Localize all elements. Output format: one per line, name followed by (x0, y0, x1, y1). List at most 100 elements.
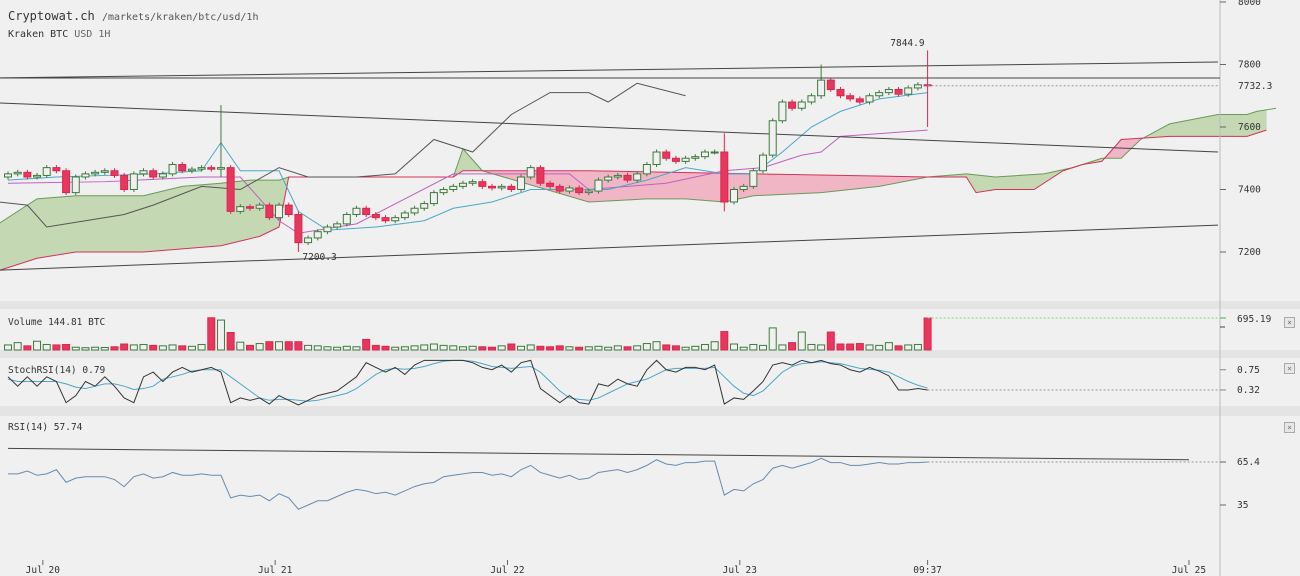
rsi-trendline (7, 447, 1189, 461)
low-price-label: 7200.3 (302, 252, 336, 263)
candle-body (410, 207, 419, 214)
candle-body (788, 101, 797, 109)
volume-bar (284, 341, 293, 351)
pane-divider (0, 301, 1300, 309)
ichimoku-cloud-segment (80, 195, 86, 253)
ichimoku-cloud-segment (12, 210, 18, 267)
volume-bar (323, 346, 332, 351)
candle-body (400, 212, 409, 219)
ichimoku-cloud-segment (104, 195, 110, 253)
candle-body (216, 167, 225, 170)
volume-bar (333, 346, 342, 351)
volume-bar (352, 346, 361, 351)
site-name[interactable]: Cryptowat.ch (8, 9, 95, 23)
candle-body (458, 182, 467, 187)
candle-body (759, 154, 768, 172)
ichimoku-cloud-segment (1208, 115, 1214, 137)
candle-body (633, 173, 642, 181)
candle-body (700, 151, 709, 158)
pair-quote: USD (74, 29, 93, 40)
volume-bar (371, 344, 380, 351)
volume-bar (400, 346, 409, 351)
candle-body (246, 206, 254, 209)
senkou-span-a (0, 107, 1277, 224)
candle-body (797, 101, 806, 109)
candle-body (478, 181, 487, 187)
price-tick-label: 7800 (1238, 60, 1261, 71)
ichimoku-cloud-segment (578, 170, 585, 201)
candle-body (439, 189, 448, 194)
candle-body (110, 170, 119, 176)
candle-body (671, 157, 680, 162)
ichimoku-cloud-segment (0, 220, 4, 271)
volume-bar (129, 344, 138, 351)
volume-bar (759, 344, 768, 351)
volume-bar (52, 344, 61, 351)
volume-bar (178, 345, 187, 351)
candle-body (52, 167, 61, 172)
ichimoku-cloud-segment (1178, 120, 1185, 137)
rsi-line (8, 457, 928, 510)
site-header: Cryptowat.ch /markets/kraken/btc/usd/1h (8, 9, 258, 23)
volume-bar (720, 331, 729, 351)
candle-body (613, 174, 622, 178)
ichimoku-cloud-segment (651, 171, 657, 200)
volume-value: 144.81 BTC (48, 317, 106, 328)
volume-bar (836, 343, 845, 351)
pair-base: BTC (50, 29, 69, 40)
ichimoku-cloud-segment (1188, 118, 1195, 137)
ichimoku-cloud-segment (94, 195, 101, 253)
close-rsi-pane-button[interactable]: × (1284, 422, 1295, 433)
candle-body (662, 151, 671, 159)
ichimoku-cloud-segment (1203, 116, 1209, 137)
volume-bar (817, 344, 826, 351)
ichimoku-cloud-segment (975, 174, 982, 193)
ichimoku-cloud-segment (796, 174, 803, 195)
close-stochrsi-pane-button[interactable]: × (1284, 363, 1295, 374)
ichimoku-cloud-segment (128, 195, 135, 253)
ichimoku-cloud-segment (835, 174, 841, 192)
ichimoku-cloud-segment (990, 176, 996, 191)
close-volume-pane-button[interactable]: × (1284, 317, 1295, 328)
rsi-label: RSI(14) (8, 422, 49, 433)
volume-bar (81, 347, 90, 351)
volume-bar (730, 343, 738, 351)
candle-body (42, 167, 51, 176)
candle-body (681, 157, 690, 162)
ichimoku-cloud-segment (1193, 117, 1199, 137)
volume-bar (458, 346, 467, 351)
ichimoku-cloud-segment (196, 184, 202, 249)
ichimoku-cloud-segment (714, 172, 720, 202)
ichimoku-cloud-segment (1212, 114, 1219, 137)
trendline (0, 102, 1219, 153)
ichimoku-cloud-segment (820, 174, 827, 193)
volume-bar (594, 345, 603, 351)
candle-body (875, 92, 884, 97)
volume-bar (700, 343, 709, 351)
volume-bar (187, 345, 196, 351)
ichimoku-cloud-segment (878, 175, 885, 187)
ichimoku-cloud-segment (181, 185, 188, 250)
volume-bar (633, 345, 642, 351)
candle-body (865, 95, 874, 103)
pane-divider (0, 406, 1300, 416)
volume-bar (768, 327, 777, 351)
ichimoku-cloud-segment (743, 173, 749, 199)
candle-body (197, 167, 206, 170)
volume-bar (381, 345, 390, 351)
pane-divider (0, 350, 1300, 358)
candle-body (913, 84, 922, 89)
volume-bar (797, 331, 806, 351)
candle-body (642, 164, 651, 175)
volume-bar (749, 343, 758, 351)
volume-bar (526, 344, 535, 351)
ichimoku-cloud-segment (51, 196, 57, 257)
price-tick-label: 7400 (1238, 185, 1261, 196)
volume-bar (875, 344, 884, 351)
volume-bar (100, 346, 109, 351)
candle-body (904, 87, 913, 95)
candle-body (129, 173, 138, 190)
ichimoku-cloud-segment (65, 195, 72, 254)
candle-body (371, 214, 380, 219)
